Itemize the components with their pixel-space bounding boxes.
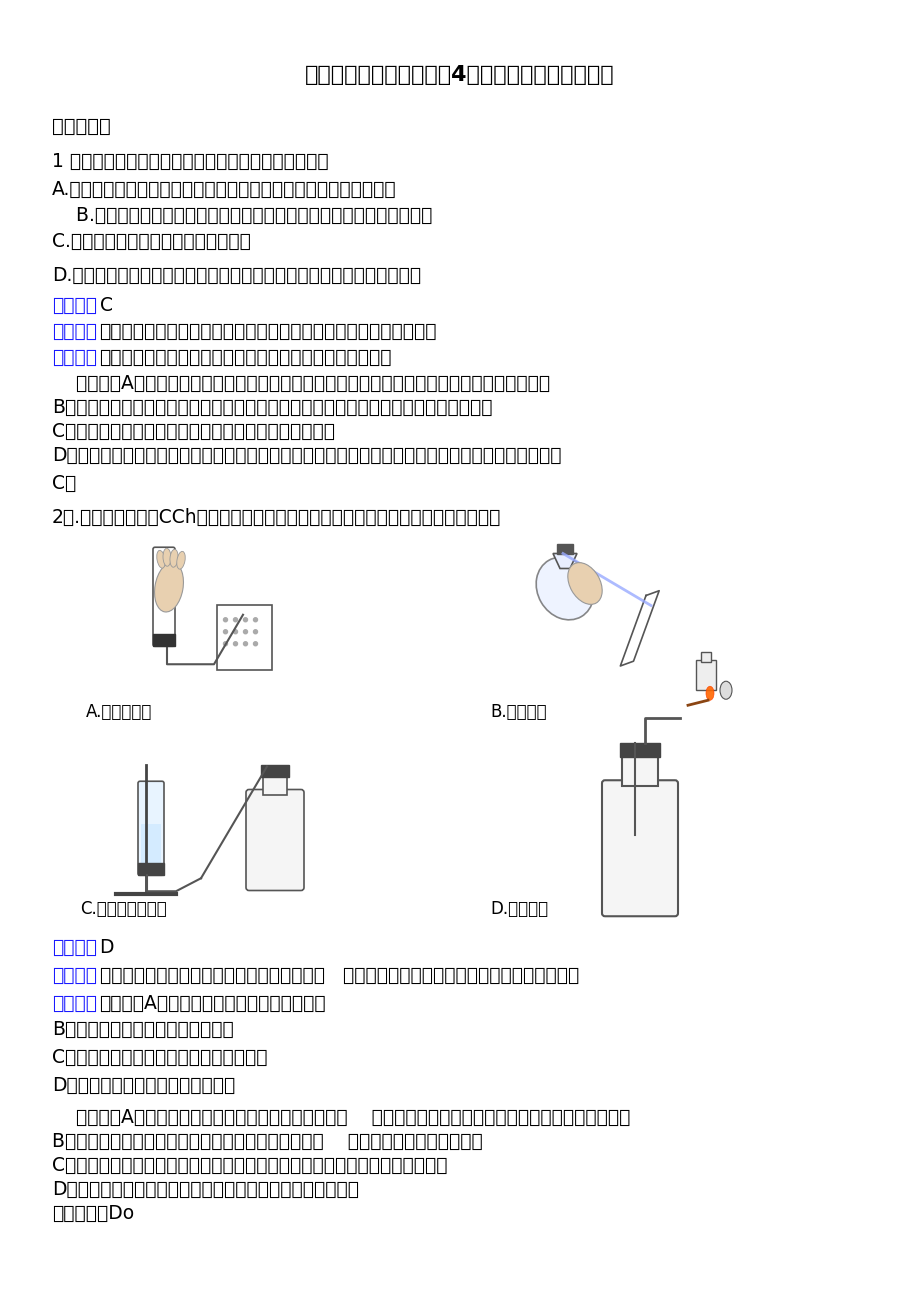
Text: 一、单选题: 一、单选题 [52, 117, 110, 137]
Circle shape [223, 641, 227, 645]
Text: D、因为碳酸钙和盐酸在常温下即可迅速反应，故气体发生装置不需要加热，不符合题意；故答案为：: D、因为碳酸钙和盐酸在常温下即可迅速反应，故气体发生装置不需要加热，不符合题意；… [52, 446, 561, 464]
Circle shape [223, 618, 227, 622]
Text: C、根据二氧化碳的制取和收集方法分析；: C、根据二氧化碳的制取和收集方法分析； [52, 1049, 267, 1067]
Ellipse shape [176, 552, 185, 569]
Text: A.气密性检查: A.气密性检查 [85, 703, 153, 721]
Text: 制取二氧化碳的原理，制取二氧化碳的装置、步骤、收集与注意事项: 制取二氧化碳的原理，制取二氧化碳的装置、步骤、收集与注意事项 [99, 323, 437, 341]
Circle shape [223, 630, 227, 634]
Text: 【答案】: 【答案】 [52, 297, 96, 315]
Ellipse shape [156, 550, 165, 569]
Text: B、因为二氧化碳在水中的逸出速率大于溶解速率，故也可用排水法收集，不符合题意；: B、因为二氧化碳在水中的逸出速率大于溶解速率，故也可用排水法收集，不符合题意； [52, 398, 492, 418]
Bar [700, 652, 710, 662]
Circle shape [244, 630, 247, 634]
Text: A.因为通常情况下二氧化碳密度大于空气，故能用向上排空气法收集: A.因为通常情况下二氧化碳密度大于空气，故能用向上排空气法收集 [52, 180, 396, 199]
Text: 【解析】: 【解析】 [52, 347, 96, 367]
Bar [261, 765, 289, 777]
Text: 【考点】: 【考点】 [52, 967, 96, 985]
Ellipse shape [705, 686, 713, 700]
Text: B、倾倒液体药品，瓶塞倒放，试剂瓶口靠接试管口，    签向着手心，不符合题意；: B、倾倒液体药品，瓶塞倒放，试剂瓶口靠接试管口， 签向着手心，不符合题意； [52, 1132, 482, 1151]
Text: D、根据二氧化碳的验满方法分析。: D、根据二氧化碳的验满方法分析。 [52, 1076, 235, 1095]
Text: B、根据倾倒液体药品的方法分析；: B、根据倾倒液体药品的方法分析； [52, 1020, 233, 1039]
Circle shape [254, 618, 257, 622]
FancyBboxPatch shape [601, 781, 677, 916]
Text: D: D [99, 938, 114, 958]
Bar [138, 864, 164, 876]
Text: D.气体验满: D.气体验满 [490, 900, 548, 917]
Text: 【解答】A、检查装置气密性方法是将导管放入水中，    手握试管观察导管口有无气泡冒出，不符合题意；标: 【解答】A、检查装置气密性方法是将导管放入水中， 手握试管观察导管口有无气泡冒出… [52, 1108, 630, 1127]
Text: C.在发生装置中加入块状石灰石和硫酸: C.在发生装置中加入块状石灰石和硫酸 [52, 232, 251, 251]
Text: 【解析】: 【解析】 [52, 994, 96, 1013]
Circle shape [233, 641, 237, 645]
Text: C.制取并收集气体: C.制取并收集气体 [80, 900, 166, 917]
Text: 浙教版科学八下第三章第4节二氧化碳（优生加练）: 浙教版科学八下第三章第4节二氧化碳（优生加练） [305, 65, 614, 85]
Ellipse shape [720, 682, 732, 699]
Text: 【答案】: 【答案】 [52, 938, 96, 958]
Text: C、制取二氧化碳不用稀硫酸，应用稀盐酸，符合题意；: C、制取二氧化碳不用稀硫酸，应用稀盐酸，符合题意； [52, 422, 335, 441]
FancyBboxPatch shape [138, 781, 164, 876]
Bar [217, 605, 272, 670]
FancyBboxPatch shape [245, 790, 303, 890]
Text: 2．.如图是小科完成CCh的制取、收集和验满的主要操作过程，其中需要纠正的是（）: 2．.如图是小科完成CCh的制取、收集和验满的主要操作过程，其中需要纠正的是（） [52, 507, 501, 527]
Text: 【分析】A、根据装置气密笥检查方法分析；: 【分析】A、根据装置气密笥检查方法分析； [99, 994, 326, 1013]
Text: B.添加试剂: B.添加试剂 [490, 703, 546, 721]
Ellipse shape [163, 548, 171, 566]
Ellipse shape [154, 562, 183, 611]
Ellipse shape [536, 557, 593, 619]
Text: 【解答】A、因为通常情况下二氧化碳密度大于空气，故能用向上排空气法收集，不符合题意；: 【解答】A、因为通常情况下二氧化碳密度大于空气，故能用向上排空气法收集，不符合题… [52, 373, 550, 393]
Text: 故答案为：Do: 故答案为：Do [52, 1203, 134, 1223]
Bar [696, 660, 715, 691]
Text: 1 下列有关实验室制取二氧化碳的方法不合理的是（）: 1 下列有关实验室制取二氧化碳的方法不合理的是（） [52, 152, 328, 170]
Text: C、制取二氧化碳选择固液常温发生装置，用向上排空气法收集，不符合题意；: C、制取二氧化碳选择固液常温发生装置，用向上排空气法收集，不符合题意； [52, 1157, 447, 1175]
Text: 制取二氧化碳的原理，制取二氧化碳的装置、   步骤、收集与注意事项，二氧化碳的检验和验满: 制取二氧化碳的原理，制取二氧化碳的装置、 步骤、收集与注意事项，二氧化碳的检验和… [99, 967, 578, 985]
Ellipse shape [567, 562, 602, 605]
Circle shape [244, 618, 247, 622]
Text: B.因为二氧化碳在水中的逸出速率大于溶解速率，故也可用排水法收集: B.因为二氧化碳在水中的逸出速率大于溶解速率，故也可用排水法收集 [52, 206, 432, 225]
Bar [619, 743, 659, 757]
Circle shape [254, 630, 257, 634]
Text: C: C [99, 297, 112, 315]
Ellipse shape [170, 549, 178, 567]
Bar [141, 824, 161, 869]
Circle shape [254, 641, 257, 645]
Circle shape [244, 641, 247, 645]
Bar [153, 635, 175, 647]
Text: 【考点】: 【考点】 [52, 323, 96, 341]
Text: D.因为碳酸钙和盐酸在常温下即可迅速反应，故气体发生装置不需要加热: D.因为碳酸钙和盐酸在常温下即可迅速反应，故气体发生装置不需要加热 [52, 265, 421, 285]
Circle shape [233, 630, 237, 634]
Circle shape [233, 618, 237, 622]
Text: 【分析】根据实验室二氧化碳的制取原理和收集方法分析。: 【分析】根据实验室二氧化碳的制取原理和收集方法分析。 [99, 347, 391, 367]
Bar [621, 753, 657, 786]
Text: D、验满时应将点燃的木条放在瓶口看是否熄灭，符合题意；: D、验满时应将点燃的木条放在瓶口看是否熄灭，符合题意； [52, 1180, 358, 1200]
Bar [556, 544, 573, 553]
Polygon shape [552, 553, 576, 569]
Bar [263, 773, 287, 795]
Text: C。: C。 [52, 474, 76, 493]
